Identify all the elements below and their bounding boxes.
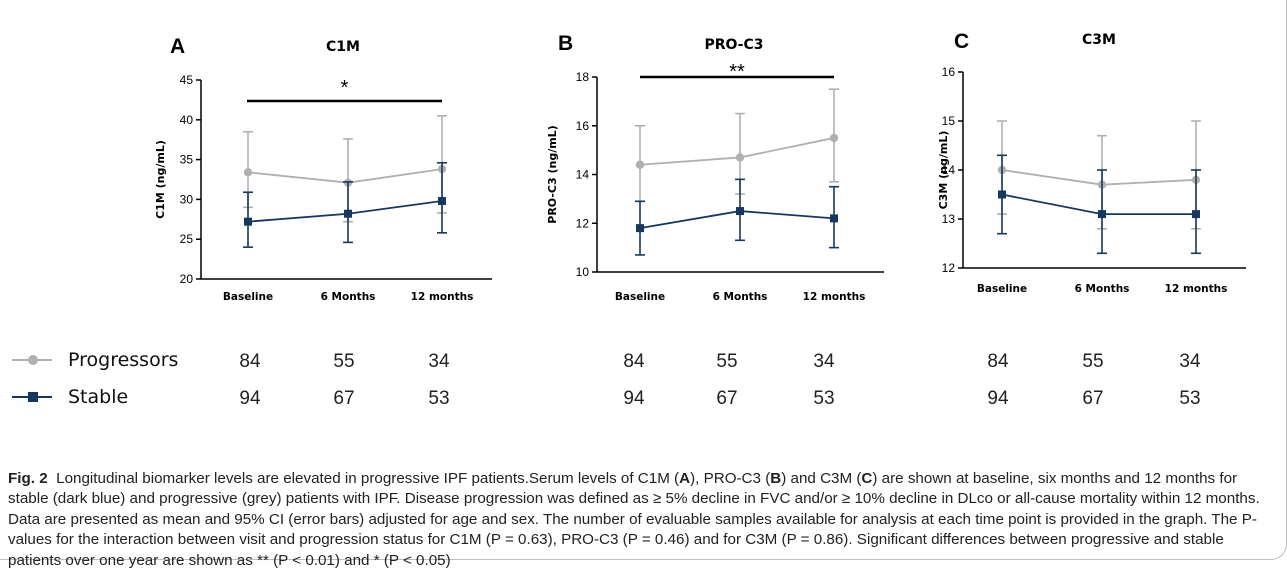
x-tick-label: 12 months (803, 291, 866, 303)
sample-count: 34 (428, 351, 450, 372)
sample-count: 67 (716, 388, 737, 409)
caption-ref-b: B (770, 470, 781, 487)
y-tick-label: 25 (180, 232, 194, 246)
caption-label: Fig. 2 (8, 470, 48, 487)
sample-count: 55 (1082, 351, 1103, 372)
y-axis-title: PRO-C3 (ng/mL) (546, 125, 559, 223)
legend-label: Progressors (68, 349, 178, 371)
x-tick-label: 6 Months (321, 291, 376, 303)
sample-count: 94 (987, 388, 1009, 409)
y-tick-label: 30 (180, 192, 194, 206)
caption-heading: Longitudinal biomarker levels are elevat… (56, 470, 529, 487)
sample-count: 67 (333, 388, 354, 409)
data-point (998, 191, 1006, 199)
y-tick-label: 14 (576, 168, 590, 182)
caption-ref-a: A (679, 470, 690, 487)
x-tick-label: Baseline (615, 291, 665, 303)
data-point (244, 218, 252, 226)
panel-letter: B (558, 32, 573, 55)
panel-title: C3M (1082, 32, 1116, 48)
panel-title: PRO-C3 (704, 37, 763, 53)
sample-count: 94 (623, 388, 645, 409)
sample-count: 84 (623, 351, 645, 372)
data-point (344, 210, 352, 218)
caption-ref-c: C (861, 470, 872, 487)
figure-caption: Fig. 2 Longitudinal biomarker levels are… (8, 469, 1278, 571)
y-tick-label: 45 (180, 73, 194, 87)
sample-count: 84 (239, 351, 261, 372)
y-axis-title: C1M (ng/mL) (154, 140, 167, 219)
x-tick-label: 6 Months (1075, 283, 1130, 295)
data-point (1192, 210, 1200, 218)
data-point (438, 197, 446, 205)
y-tick-label: 40 (180, 113, 194, 127)
panel-letter: C (954, 30, 969, 53)
data-point (244, 168, 252, 176)
legend-label: Stable (68, 386, 128, 408)
significance-label: ** (729, 61, 745, 83)
figure-plots: A C1M 20 25 30 35 40 45 C1M (ng/mL) Baseline 6 Mon… (0, 0, 1287, 470)
panel-title: C1M (326, 39, 360, 55)
y-tick-label: 10 (576, 265, 590, 279)
caption-text: ) and C3M ( (781, 470, 861, 487)
y-tick-label: 35 (180, 153, 194, 167)
y-tick-label: 16 (942, 65, 956, 79)
y-tick-label: 13 (942, 212, 956, 226)
series-line-progressors (640, 138, 834, 165)
x-tick-label: 12 months (411, 291, 474, 303)
data-point (1098, 210, 1106, 218)
sample-count: 53 (428, 388, 449, 409)
caption-text: Serum levels of C1M ( (529, 470, 679, 487)
sample-count: 34 (1179, 351, 1201, 372)
y-tick-label: 15 (942, 114, 956, 128)
data-point (736, 207, 744, 215)
x-tick-label: Baseline (977, 283, 1027, 295)
y-tick-label: 12 (576, 216, 590, 230)
x-tick-label: Baseline (223, 291, 273, 303)
circle-marker-icon (28, 355, 38, 365)
y-tick-label: 18 (576, 70, 590, 84)
x-tick-label: 6 Months (713, 291, 768, 303)
sample-count: 94 (239, 388, 261, 409)
y-tick-label: 20 (180, 272, 194, 286)
y-tick-label: 16 (576, 119, 590, 133)
data-point (830, 134, 838, 142)
sample-count: 84 (987, 351, 1009, 372)
data-point (636, 224, 644, 232)
sample-count: 34 (813, 351, 835, 372)
sample-count: 67 (1082, 388, 1103, 409)
sample-count: 55 (716, 351, 737, 372)
data-point (736, 153, 744, 161)
significance-label: * (341, 77, 349, 99)
data-point (636, 161, 644, 169)
data-point (830, 214, 838, 222)
y-axis-title: C3M (ng/mL) (937, 131, 950, 210)
caption-text: ), PRO-C3 ( (690, 470, 770, 487)
y-tick-label: 12 (942, 261, 956, 275)
x-tick-label: 12 months (1165, 283, 1228, 295)
sample-count: 53 (813, 388, 834, 409)
square-marker-icon (28, 392, 38, 402)
sample-count: 55 (333, 351, 354, 372)
panel-letter: A (170, 35, 185, 58)
sample-count: 53 (1179, 388, 1200, 409)
